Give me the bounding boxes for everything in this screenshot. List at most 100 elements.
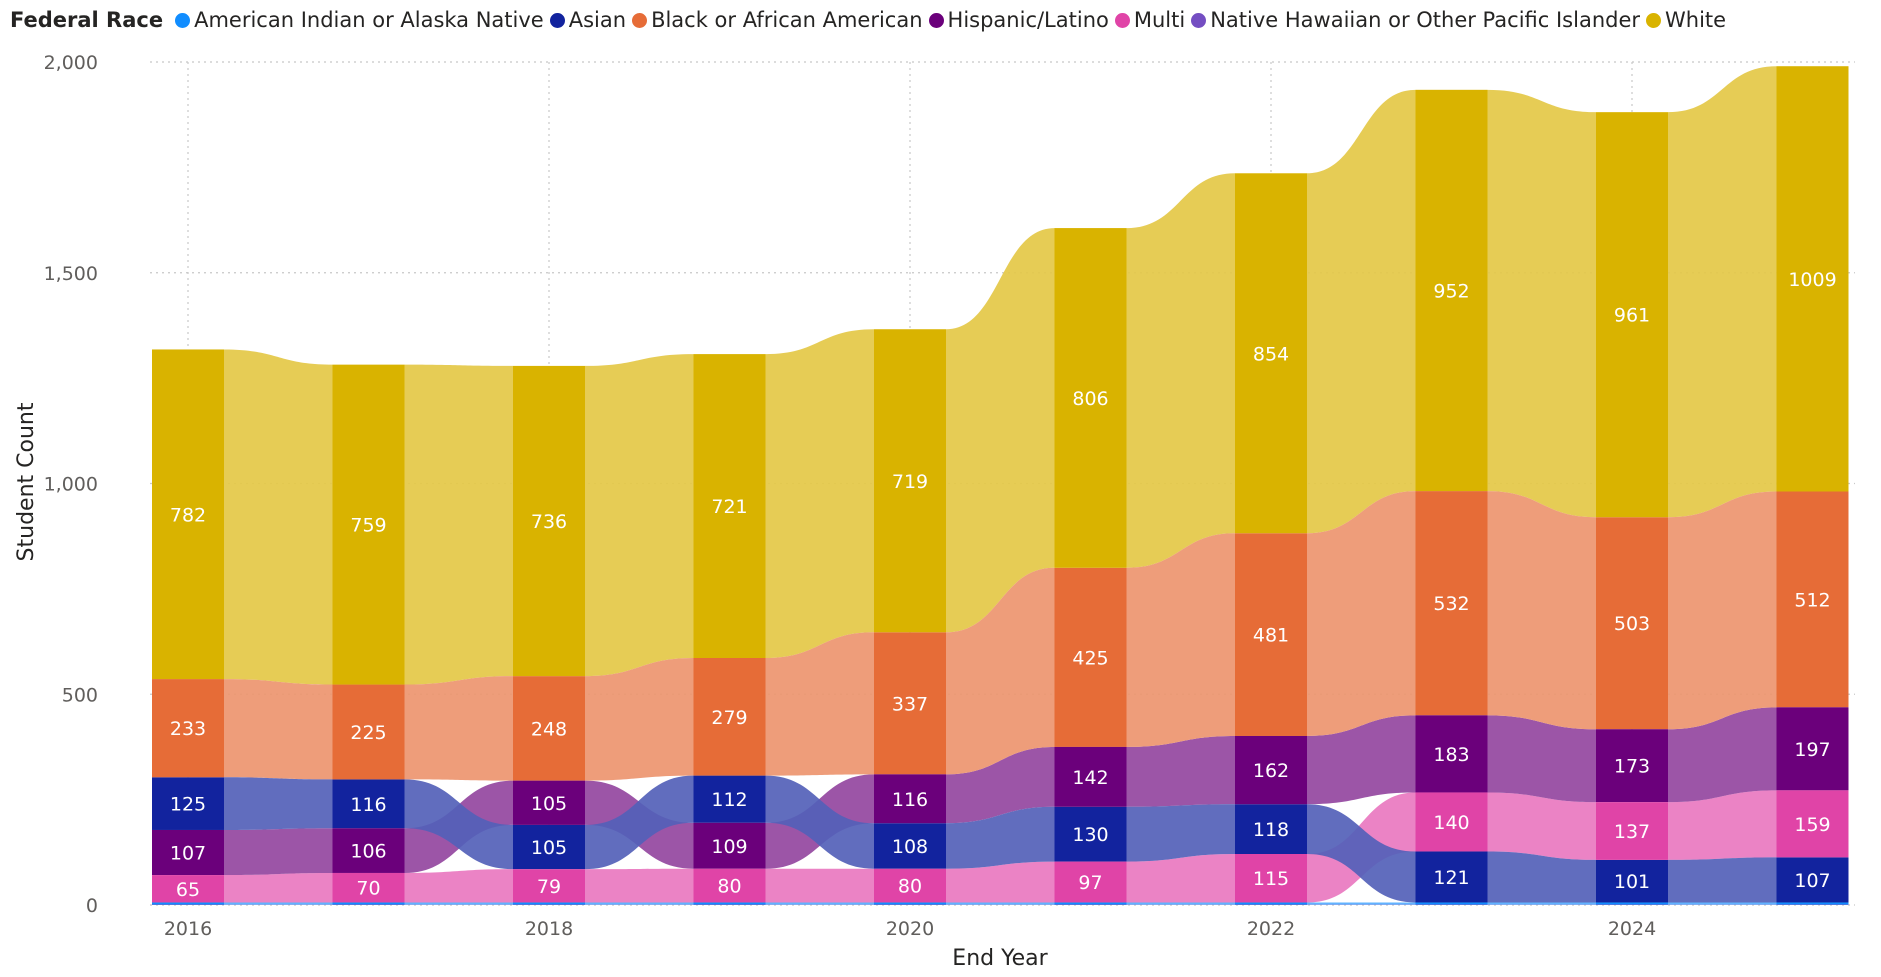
- data-label: 952: [1433, 280, 1469, 302]
- bar-hispanic-latino[interactable]: [332, 828, 405, 873]
- x-axis-ticks: 2016 2018 2020 2022 2024: [164, 918, 1656, 940]
- bar-white[interactable]: [152, 349, 224, 680]
- legend-item-asian[interactable]: Asian: [549, 8, 626, 32]
- bar-multi[interactable]: [152, 875, 224, 903]
- ribbon-hispanic-latino: [1668, 707, 1777, 803]
- legend-label: Black or African American: [651, 8, 923, 32]
- bar-black-or-african-american[interactable]: [152, 679, 224, 778]
- ribbon-asian: [946, 806, 1055, 869]
- bar-black-or-african-american[interactable]: [332, 684, 405, 780]
- x-tick-label: 2022: [1247, 918, 1295, 940]
- bar-hispanic-latino[interactable]: [874, 774, 946, 824]
- bar-asian[interactable]: [332, 779, 405, 829]
- bar-asian[interactable]: [152, 777, 224, 830]
- bar-american-indian-or-alaska-native[interactable]: [513, 902, 585, 905]
- data-label: 108: [892, 836, 928, 858]
- bar-white[interactable]: [1776, 66, 1849, 492]
- legend-marker: [1114, 12, 1130, 28]
- ribbon-american-indian-or-alaska-native: [1668, 902, 1777, 905]
- bar-american-indian-or-alaska-native[interactable]: [152, 902, 224, 905]
- bar-white[interactable]: [1235, 173, 1307, 534]
- bar-white[interactable]: [1596, 112, 1668, 518]
- ribbon-multi: [224, 872, 333, 903]
- ribbon-hispanic-latino: [1307, 715, 1416, 805]
- data-label: 80: [898, 876, 922, 898]
- ribbon-hispanic-latino: [946, 746, 1055, 824]
- bar-white[interactable]: [1054, 228, 1127, 568]
- data-label: 101: [1614, 871, 1650, 893]
- bar-multi[interactable]: [1596, 802, 1668, 860]
- legend: Federal Race American Indian or Alaska N…: [10, 4, 1732, 36]
- bar-hispanic-latino[interactable]: [1054, 746, 1127, 807]
- bar-black-or-african-american[interactable]: [1776, 491, 1849, 708]
- legend-item-multi[interactable]: Multi: [1114, 8, 1185, 32]
- legend-label: American Indian or Alaska Native: [194, 8, 544, 32]
- data-label: 512: [1794, 589, 1830, 611]
- bar-asian[interactable]: [1235, 804, 1307, 854]
- bar-black-or-african-american[interactable]: [874, 632, 946, 775]
- bar-asian[interactable]: [1776, 857, 1849, 903]
- bar-asian[interactable]: [1596, 859, 1668, 903]
- legend-marker: [1191, 12, 1207, 28]
- bar-multi[interactable]: [513, 869, 585, 903]
- ribbon-white: [1126, 173, 1235, 568]
- bar-black-or-african-american[interactable]: [1596, 517, 1668, 730]
- bar-asian[interactable]: [513, 824, 585, 870]
- legend-item-american-indian-or-alaska-native[interactable]: American Indian or Alaska Native: [175, 8, 544, 32]
- bar-asian[interactable]: [693, 775, 766, 823]
- bar-hispanic-latino[interactable]: [1776, 707, 1849, 791]
- bar-american-indian-or-alaska-native[interactable]: [1235, 902, 1307, 905]
- bar-black-or-african-american[interactable]: [513, 676, 585, 781]
- y-tick-label: 1,000: [44, 474, 98, 496]
- bar-hispanic-latino[interactable]: [152, 829, 224, 876]
- ribbon-black-or-african-american: [765, 632, 874, 776]
- bar-asian[interactable]: [1054, 806, 1127, 862]
- bar-multi[interactable]: [1235, 853, 1307, 903]
- bar-american-indian-or-alaska-native[interactable]: [1596, 902, 1668, 905]
- bar-white[interactable]: [332, 364, 405, 685]
- bar-american-indian-or-alaska-native[interactable]: [1054, 902, 1127, 905]
- bar-white[interactable]: [874, 329, 946, 633]
- legend-marker: [928, 12, 944, 28]
- bar-hispanic-latino[interactable]: [693, 822, 766, 869]
- bar-hispanic-latino[interactable]: [1415, 715, 1488, 793]
- bar-american-indian-or-alaska-native[interactable]: [693, 902, 766, 905]
- bar-american-indian-or-alaska-native[interactable]: [332, 902, 405, 905]
- legend-item-hispanic-latino[interactable]: Hispanic/Latino: [928, 8, 1109, 32]
- ribbon-american-indian-or-alaska-native: [224, 902, 333, 905]
- data-label: 183: [1433, 744, 1469, 766]
- bar-white[interactable]: [513, 365, 585, 677]
- ribbon-black-or-african-american: [585, 658, 694, 781]
- ribbon-hispanic-latino: [224, 828, 333, 876]
- y-axis-label: Student Count: [14, 402, 39, 561]
- data-label: 248: [531, 718, 567, 740]
- legend-item-white[interactable]: White: [1646, 8, 1726, 32]
- bar-black-or-african-american[interactable]: [1054, 567, 1127, 747]
- bar-hispanic-latino[interactable]: [1596, 729, 1668, 803]
- bar-asian[interactable]: [1415, 851, 1488, 903]
- bar-multi[interactable]: [1776, 790, 1849, 858]
- bar-black-or-african-american[interactable]: [1235, 533, 1307, 736]
- data-label: 337: [892, 693, 928, 715]
- bar-black-or-african-american[interactable]: [1415, 491, 1488, 716]
- legend-item-black-or-african-american[interactable]: Black or African American: [632, 8, 923, 32]
- ribbon-white: [1668, 66, 1777, 518]
- bar-multi[interactable]: [332, 872, 405, 903]
- data-label: 782: [170, 504, 206, 526]
- bar-hispanic-latino[interactable]: [1235, 735, 1307, 805]
- bar-multi[interactable]: [693, 868, 766, 903]
- bar-white[interactable]: [1415, 89, 1488, 492]
- bar-american-indian-or-alaska-native[interactable]: [1415, 902, 1488, 905]
- bar-hispanic-latino[interactable]: [513, 780, 585, 825]
- legend-item-native-hawaiian-or-other-pacific-islander[interactable]: Native Hawaiian or Other Pacific Islande…: [1191, 8, 1640, 32]
- bar-multi[interactable]: [1054, 861, 1127, 903]
- bar-multi[interactable]: [1415, 792, 1488, 852]
- bar-american-indian-or-alaska-native[interactable]: [1776, 902, 1849, 905]
- bar-multi[interactable]: [874, 868, 946, 903]
- bar-asian[interactable]: [874, 823, 946, 869]
- data-label: 116: [350, 794, 386, 816]
- bar-black-or-african-american[interactable]: [693, 658, 766, 776]
- bar-american-indian-or-alaska-native[interactable]: [874, 902, 946, 905]
- bar-white[interactable]: [693, 354, 766, 659]
- data-label: 425: [1072, 647, 1108, 669]
